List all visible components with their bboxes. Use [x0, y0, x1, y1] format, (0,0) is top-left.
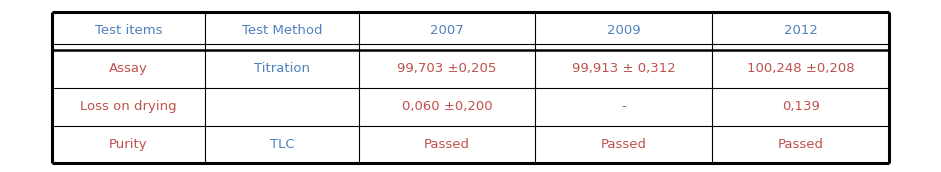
Text: 99,913 ± 0,312: 99,913 ± 0,312	[572, 62, 676, 75]
Text: Loss on drying: Loss on drying	[80, 100, 177, 113]
Text: 2012: 2012	[784, 24, 818, 37]
Text: Passed: Passed	[601, 138, 646, 151]
Text: Passed: Passed	[778, 138, 823, 151]
Text: 0,060 ±0,200: 0,060 ±0,200	[402, 100, 492, 113]
Text: Passed: Passed	[424, 138, 470, 151]
Text: Titration: Titration	[254, 62, 310, 75]
Text: 100,248 ±0,208: 100,248 ±0,208	[747, 62, 854, 75]
Text: Purity: Purity	[109, 138, 148, 151]
Text: Test items: Test items	[95, 24, 162, 37]
Text: -: -	[621, 100, 627, 113]
Text: 0,139: 0,139	[782, 100, 820, 113]
Text: 99,703 ±0,205: 99,703 ±0,205	[397, 62, 497, 75]
Text: Assay: Assay	[109, 62, 148, 75]
Text: TLC: TLC	[269, 138, 295, 151]
Text: 2009: 2009	[607, 24, 641, 37]
Text: 2007: 2007	[430, 24, 464, 37]
Text: Test Method: Test Method	[242, 24, 322, 37]
